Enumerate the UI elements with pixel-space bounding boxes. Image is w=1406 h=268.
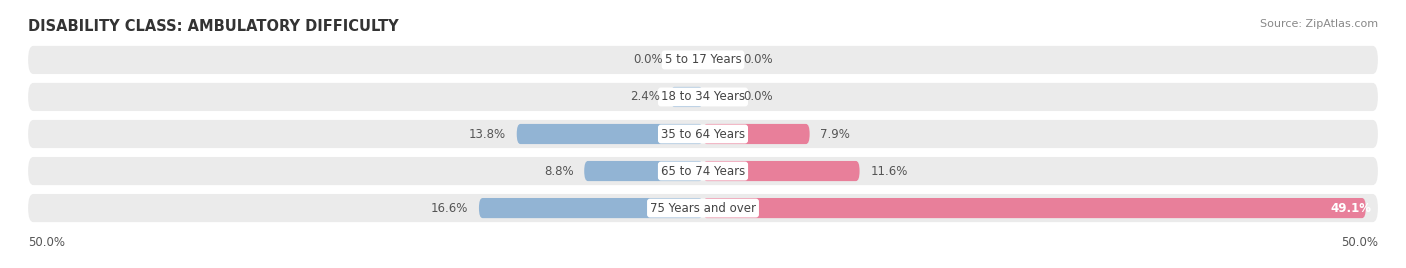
- Text: 5 to 17 Years: 5 to 17 Years: [665, 53, 741, 66]
- Text: 16.6%: 16.6%: [430, 202, 468, 215]
- FancyBboxPatch shape: [479, 198, 703, 218]
- FancyBboxPatch shape: [28, 83, 1378, 111]
- Text: 8.8%: 8.8%: [544, 165, 574, 177]
- Text: 11.6%: 11.6%: [870, 165, 908, 177]
- Text: 0.0%: 0.0%: [744, 91, 773, 103]
- Text: 50.0%: 50.0%: [28, 236, 65, 249]
- FancyBboxPatch shape: [28, 194, 1378, 222]
- FancyBboxPatch shape: [671, 87, 703, 107]
- FancyBboxPatch shape: [703, 161, 859, 181]
- Text: 49.1%: 49.1%: [1330, 202, 1371, 215]
- Text: 18 to 34 Years: 18 to 34 Years: [661, 91, 745, 103]
- FancyBboxPatch shape: [28, 157, 1378, 185]
- Text: 75 Years and over: 75 Years and over: [650, 202, 756, 215]
- FancyBboxPatch shape: [28, 46, 1378, 74]
- Text: 50.0%: 50.0%: [1341, 236, 1378, 249]
- Text: 65 to 74 Years: 65 to 74 Years: [661, 165, 745, 177]
- Text: 35 to 64 Years: 35 to 64 Years: [661, 128, 745, 140]
- Text: 7.9%: 7.9%: [821, 128, 851, 140]
- Text: 2.4%: 2.4%: [630, 91, 659, 103]
- Text: 0.0%: 0.0%: [633, 53, 662, 66]
- Text: 13.8%: 13.8%: [468, 128, 506, 140]
- FancyBboxPatch shape: [703, 198, 1365, 218]
- FancyBboxPatch shape: [703, 124, 810, 144]
- Text: Source: ZipAtlas.com: Source: ZipAtlas.com: [1260, 19, 1378, 29]
- Text: 0.0%: 0.0%: [744, 53, 773, 66]
- FancyBboxPatch shape: [585, 161, 703, 181]
- FancyBboxPatch shape: [28, 120, 1378, 148]
- FancyBboxPatch shape: [517, 124, 703, 144]
- Text: DISABILITY CLASS: AMBULATORY DIFFICULTY: DISABILITY CLASS: AMBULATORY DIFFICULTY: [28, 19, 399, 34]
